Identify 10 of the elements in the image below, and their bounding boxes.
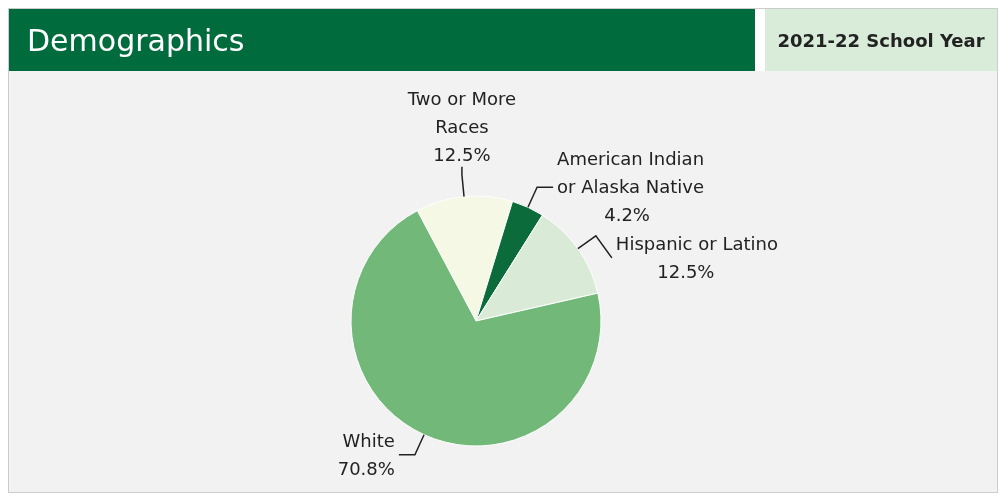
slice-label: Hispanic or Latino [615, 232, 778, 254]
data-label: 12.5% [657, 260, 715, 282]
slice-label: American Indian or Alaska Native [557, 148, 705, 198]
data-label: 12.5% [433, 143, 491, 165]
text: 2021-22 School Year [755, 9, 997, 71]
data-label: 70.8% [337, 457, 395, 479]
slice-label: White [342, 429, 395, 451]
slice-label: Two or More Races [406, 87, 517, 137]
data-label: 4.2% [604, 204, 650, 226]
chart-title: Demographics [26, 22, 246, 58]
